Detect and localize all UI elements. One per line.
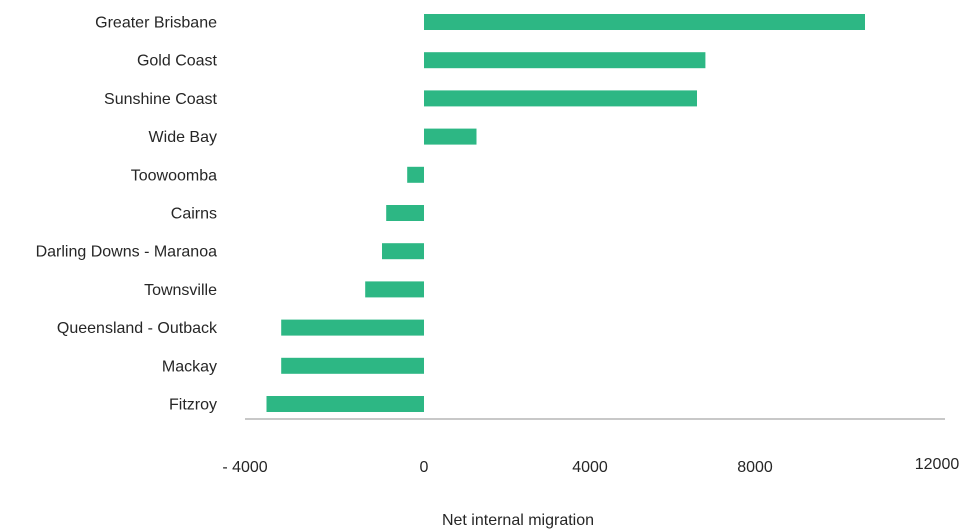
category-label-toowoomba: Toowoomba	[131, 167, 217, 184]
category-label-sunshine-coast: Sunshine Coast	[104, 91, 218, 108]
bar-toowoomba	[407, 166, 424, 183]
x-tick-labels: - 4000 0 4000 8000 12000	[222, 456, 959, 476]
bar-wide-bay	[424, 128, 477, 145]
bar-sunshine-coast	[424, 90, 697, 107]
category-label-townsville: Townsville	[144, 282, 217, 299]
category-label-mackay: Mackay	[162, 358, 217, 375]
x-tick-label: 8000	[737, 459, 773, 476]
category-label-greater-brisbane: Greater Brisbane	[95, 15, 217, 32]
x-tick-label: - 4000	[222, 459, 267, 476]
x-tick-label: 12000	[915, 456, 960, 473]
bar-gold-coast	[424, 52, 706, 69]
category-label-wide-bay: Wide Bay	[149, 129, 217, 146]
category-label-queensland-outback: Queensland - Outback	[57, 320, 218, 337]
bar-cairns	[386, 205, 424, 221]
bar-fitzroy	[266, 396, 424, 412]
bar-townsville	[365, 281, 424, 298]
category-label-cairns: Cairns	[171, 206, 217, 223]
x-tick-label: 4000	[572, 459, 608, 476]
category-label-darling-downs-maranoa: Darling Downs - Maranoa	[36, 244, 218, 261]
bar-greater-brisbane	[424, 14, 865, 30]
bars-group	[266, 14, 865, 412]
x-axis-label: Net internal migration	[442, 512, 594, 529]
bar-mackay	[281, 357, 424, 374]
x-tick-label: 0	[420, 459, 429, 476]
bar-queensland-outback	[281, 319, 424, 336]
category-label-gold-coast: Gold Coast	[137, 53, 218, 70]
category-labels: Greater Brisbane Gold Coast Sunshine Coast…	[36, 15, 218, 414]
bar-darling-downs-maranoa	[382, 243, 424, 260]
category-label-fitzroy: Fitzroy	[169, 397, 217, 414]
